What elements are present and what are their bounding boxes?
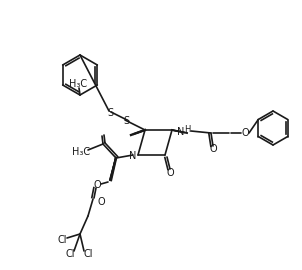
Text: H₃C: H₃C xyxy=(69,79,87,89)
Text: Cl: Cl xyxy=(83,249,93,259)
Text: O: O xyxy=(97,197,105,207)
Text: N: N xyxy=(129,151,137,161)
Text: N: N xyxy=(177,127,184,137)
Text: Cl: Cl xyxy=(65,249,75,259)
Text: O: O xyxy=(166,168,174,178)
Text: H: H xyxy=(184,126,190,134)
Text: Cl: Cl xyxy=(57,235,67,245)
Text: O: O xyxy=(241,128,249,138)
Text: O: O xyxy=(209,144,217,154)
Text: S: S xyxy=(107,108,113,118)
Text: O: O xyxy=(93,180,101,190)
Text: S: S xyxy=(123,116,129,126)
Text: H₃C: H₃C xyxy=(72,147,90,157)
